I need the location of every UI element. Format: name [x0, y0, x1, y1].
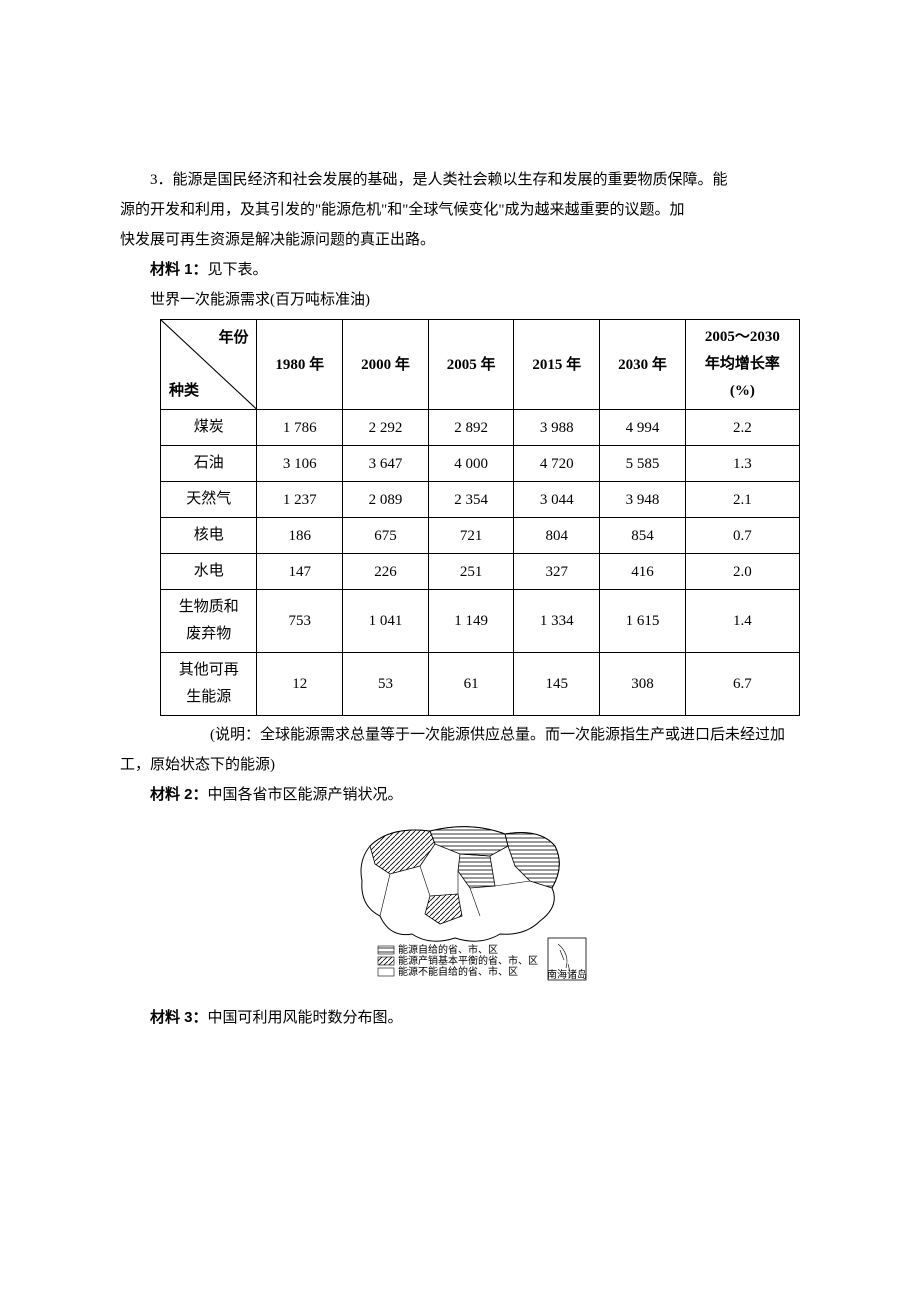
table-cell: 2 089 [343, 482, 429, 518]
table-cell: 53 [343, 653, 429, 716]
row-label: 天然气 [161, 482, 257, 518]
row-label: 煤炭 [161, 410, 257, 446]
table-cell: 1 041 [343, 590, 429, 653]
material-3-line: 材料 3：中国可利用风能时数分布图。 [120, 1003, 800, 1033]
legend-text-1: 能源自给的省、市、区 [398, 943, 498, 956]
table-row: 煤炭1 7862 2922 8923 9884 9942.2 [161, 410, 800, 446]
table-cell: 4 994 [600, 410, 686, 446]
table-cell: 6.7 [685, 653, 799, 716]
diag-header-cell: 年份 种类 [161, 320, 257, 410]
diag-bot-label: 种类 [169, 379, 199, 403]
table-note-1: (说明：全球能源需求总量等于一次能源供应总量。而一次能源指生产或进口后未经过加 [120, 720, 800, 750]
table-cell: 416 [600, 554, 686, 590]
row-label: 水电 [161, 554, 257, 590]
table-cell: 0.7 [685, 518, 799, 554]
inset-label: 南海诸岛 [547, 968, 587, 981]
material-3-text: 中国可利用风能时数分布图。 [208, 1010, 403, 1026]
material-3-label: 材料 3： [150, 1009, 208, 1026]
table-note-2: 工，原始状态下的能源) [120, 750, 800, 780]
material-2-line: 材料 2：中国各省市区能源产销状况。 [120, 780, 800, 810]
china-map-svg: 南海诸岛 能源自给的省、市、区 能源产销基本平衡的省、市、区 能源不能自给的省、… [330, 816, 590, 986]
table-cell: 61 [428, 653, 514, 716]
col-header: 1980 年 [257, 320, 343, 410]
table-cell: 226 [343, 554, 429, 590]
table-cell: 1.4 [685, 590, 799, 653]
table-cell: 1 334 [514, 590, 600, 653]
table-cell: 3 106 [257, 446, 343, 482]
table-row: 石油3 1063 6474 0004 7205 5851.3 [161, 446, 800, 482]
table-cell: 2 354 [428, 482, 514, 518]
table-cell: 251 [428, 554, 514, 590]
table-row: 其他可再 生能源1253611453086.7 [161, 653, 800, 716]
table-cell: 12 [257, 653, 343, 716]
table-cell: 145 [514, 653, 600, 716]
table-row: 天然气1 2372 0892 3543 0443 9482.1 [161, 482, 800, 518]
row-label: 生物质和 废弃物 [161, 590, 257, 653]
row-label: 石油 [161, 446, 257, 482]
col-header: 2005 年 [428, 320, 514, 410]
table-cell: 1 149 [428, 590, 514, 653]
intro-line-3: 快发展可再生资源是解决能源问题的真正出路。 [120, 225, 800, 255]
col-header: 2030 年 [600, 320, 686, 410]
table-cell: 3 988 [514, 410, 600, 446]
table-cell: 804 [514, 518, 600, 554]
material-2-text: 中国各省市区能源产销状况。 [208, 787, 403, 803]
table-cell: 1.3 [685, 446, 799, 482]
table-cell: 1 237 [257, 482, 343, 518]
table-row: 生物质和 废弃物7531 0411 1491 3341 6151.4 [161, 590, 800, 653]
col-header: 2005～2030 年均增长率 (%) [685, 320, 799, 410]
material-1-label: 材料 1： [150, 261, 208, 278]
table-row: 水电1472262513274162.0 [161, 554, 800, 590]
material-2-label: 材料 2： [150, 786, 208, 803]
table-body: 煤炭1 7862 2922 8923 9884 9942.2石油3 1063 6… [161, 410, 800, 716]
table-cell: 2.2 [685, 410, 799, 446]
table-cell: 5 585 [600, 446, 686, 482]
table-cell: 854 [600, 518, 686, 554]
table-cell: 1 615 [600, 590, 686, 653]
legend-text-3: 能源不能自给的省、市、区 [398, 965, 518, 978]
legend-text-2: 能源产销基本平衡的省、市、区 [398, 954, 538, 967]
row-label: 核电 [161, 518, 257, 554]
table-cell: 3 647 [343, 446, 429, 482]
table-caption: 世界一次能源需求(百万吨标准油) [120, 285, 800, 315]
material-1-line: 材料 1：见下表。 [120, 255, 800, 285]
energy-demand-table: 年份 种类 1980 年 2000 年 2005 年 2015 年 2030 年… [160, 319, 800, 716]
table-cell: 675 [343, 518, 429, 554]
page-root: 3．能源是国民经济和社会发展的基础，是人类社会赖以生存和发展的重要物质保障。能 … [0, 0, 920, 1302]
intro-line-1: 3．能源是国民经济和社会发展的基础，是人类社会赖以生存和发展的重要物质保障。能 [120, 165, 800, 195]
material-1-text: 见下表。 [208, 262, 268, 278]
table-cell: 147 [257, 554, 343, 590]
china-map: 南海诸岛 能源自给的省、市、区 能源产销基本平衡的省、市、区 能源不能自给的省、… [330, 816, 590, 986]
map-container: 南海诸岛 能源自给的省、市、区 能源产销基本平衡的省、市、区 能源不能自给的省、… [120, 816, 800, 997]
table-row: 核电1866757218048540.7 [161, 518, 800, 554]
table-cell: 721 [428, 518, 514, 554]
table-cell: 327 [514, 554, 600, 590]
table-cell: 2 292 [343, 410, 429, 446]
table-cell: 4 720 [514, 446, 600, 482]
table-header-row: 年份 种类 1980 年 2000 年 2005 年 2015 年 2030 年… [161, 320, 800, 410]
row-label: 其他可再 生能源 [161, 653, 257, 716]
table-cell: 3 948 [600, 482, 686, 518]
col-header: 2015 年 [514, 320, 600, 410]
table-cell: 2.0 [685, 554, 799, 590]
diag-top-label: 年份 [218, 326, 248, 350]
table-cell: 2 892 [428, 410, 514, 446]
table-cell: 186 [257, 518, 343, 554]
col-header: 2000 年 [343, 320, 429, 410]
table-cell: 753 [257, 590, 343, 653]
table-cell: 3 044 [514, 482, 600, 518]
intro-line-2: 源的开发和利用，及其引发的"能源危机"和"全球气候变化"成为越来越重要的议题。加 [120, 195, 800, 225]
table-cell: 4 000 [428, 446, 514, 482]
table-cell: 1 786 [257, 410, 343, 446]
table-cell: 308 [600, 653, 686, 716]
table-cell: 2.1 [685, 482, 799, 518]
